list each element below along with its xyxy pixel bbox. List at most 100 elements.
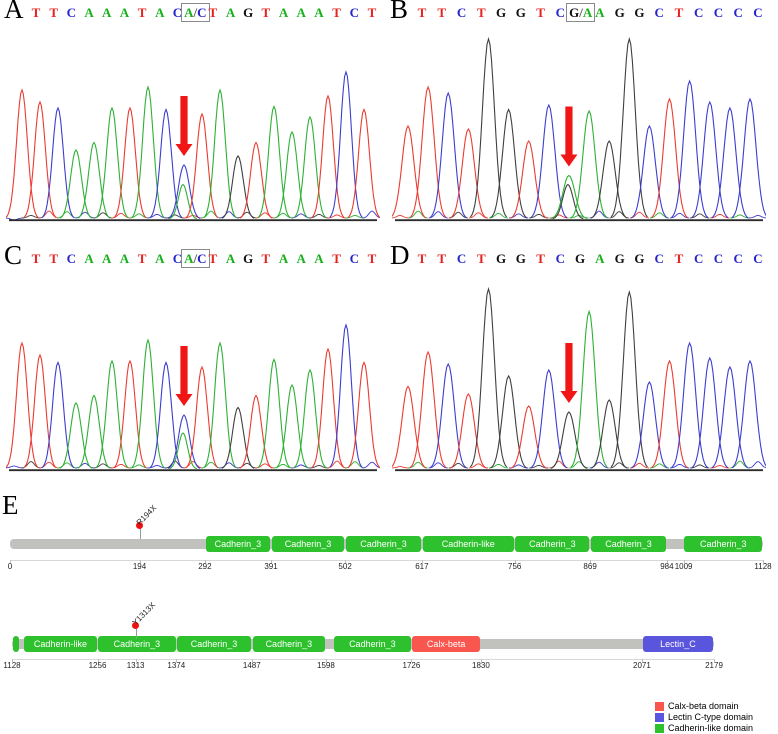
domain-Cadherin_3: Cadherin_3 — [205, 536, 271, 552]
axis-tick — [714, 659, 715, 662]
sequence-row: T T C A A A T A C A/C T A G T A A A T C T — [6, 2, 384, 24]
peak-T — [23, 100, 57, 219]
axis-tick — [135, 659, 137, 662]
peak-secondary-A — [169, 183, 197, 220]
sequence-letter: T — [332, 251, 341, 266]
peak-G — [490, 108, 528, 219]
sequence-letter: C — [694, 5, 704, 20]
sequence-letter: A — [155, 5, 165, 20]
axis-tick — [345, 560, 347, 563]
sequence-letter: C — [753, 5, 763, 20]
peak-C — [167, 164, 201, 219]
peak-C — [731, 359, 766, 469]
sequence-letter: T — [31, 251, 41, 266]
sequence-letter: A — [102, 251, 112, 266]
panel-E-label: E — [2, 490, 19, 520]
axis-tick — [176, 659, 178, 662]
axis-tick — [480, 659, 482, 662]
sequence-letter: A — [155, 251, 165, 266]
sequence-letter: G — [614, 251, 625, 266]
chromatogram-trace — [392, 36, 766, 222]
peak-T — [311, 94, 345, 218]
het-base-2: C — [197, 251, 207, 266]
sequence-letter: T — [137, 251, 147, 266]
peak-G — [590, 399, 628, 469]
axis-tick-label: 869 — [583, 562, 597, 571]
baseline-noise — [237, 462, 257, 469]
peak-T — [347, 361, 380, 469]
baseline-noise — [362, 210, 380, 219]
peak-T — [23, 353, 57, 469]
axis-tick-label: 1830 — [471, 661, 490, 670]
peak-T — [239, 141, 273, 219]
sequence-letter: G — [515, 5, 526, 20]
baseline-noise — [428, 462, 448, 469]
baseline-noise — [75, 211, 95, 219]
legend-swatch-cadherin — [655, 724, 664, 733]
sequence-letter: A — [84, 251, 94, 266]
peak-T — [651, 97, 688, 219]
position-axis — [12, 659, 714, 660]
sequence-letter: C — [66, 5, 77, 20]
peak-G — [610, 36, 648, 218]
domain-Cadherin_3: Cadherin_3 — [515, 536, 590, 552]
het-slash: / — [579, 5, 583, 20]
baseline-noise — [428, 211, 448, 219]
chromatogram-trace — [392, 286, 766, 472]
peak-T — [651, 359, 688, 469]
peak-secondary-A — [169, 432, 197, 470]
axis-tick-label: 756 — [508, 562, 522, 571]
mutation-arrow — [175, 346, 193, 406]
baseline-noise — [392, 215, 410, 219]
peak-C — [329, 323, 363, 468]
axis-tick-label: 2179 — [705, 661, 723, 670]
peak-G — [610, 289, 648, 468]
sequence-letter: A — [102, 5, 112, 20]
domain-Cadherin_3: Cadherin_3 — [684, 536, 763, 552]
axis-tick-label: 1313 — [126, 661, 145, 670]
baseline-noise — [748, 461, 766, 469]
axis-tick — [251, 659, 253, 662]
baseline-noise — [690, 213, 710, 219]
peak-T — [449, 127, 487, 219]
axis-tick — [411, 659, 413, 662]
peak-A — [275, 130, 309, 219]
peak-T — [510, 139, 548, 219]
peak-T — [113, 106, 147, 219]
axis-tick — [683, 560, 685, 563]
peak-C — [691, 356, 729, 469]
peak-C — [671, 341, 709, 469]
heterozygous-base-box: A/C — [181, 3, 210, 22]
sequence-letter: C — [456, 5, 467, 20]
axis-tick-label: 502 — [338, 562, 352, 571]
peak-A — [550, 174, 588, 220]
chromatogram-trace — [6, 323, 380, 472]
axis-tick-label: 2071 — [632, 661, 651, 670]
baseline-noise — [670, 212, 690, 219]
sequence-letter: G — [243, 251, 254, 266]
peak-T — [6, 88, 39, 218]
peak-T — [409, 85, 447, 218]
domain-Cadherin_3: Cadherin_3 — [177, 636, 252, 652]
sequence-letter: T — [437, 251, 447, 266]
peak-A — [77, 141, 111, 219]
axis-tick-label: 984 — [660, 562, 674, 571]
axis-tick-label: 1128 — [3, 661, 21, 670]
panel-C: C T T C A A A T A C A/C T A G T A A A T C T — [4, 240, 386, 488]
sequence-row: T T C T G G T C G/A A G G C T C C C C — [392, 2, 770, 24]
peak-C — [671, 79, 709, 218]
sequence-letter: A — [278, 251, 289, 266]
heterozygous-base-box: A/C — [181, 249, 210, 268]
sequence-letter: T — [332, 5, 341, 20]
axis-tick-label: 1256 — [88, 661, 107, 670]
sequence-letter: T — [261, 5, 271, 20]
sequence-letter: T — [367, 5, 377, 20]
sequence-letter: G — [243, 5, 254, 20]
peak-A — [257, 358, 291, 469]
peak-G — [221, 155, 255, 219]
peak-A — [257, 105, 291, 219]
peak-A — [59, 402, 93, 469]
baseline-noise — [730, 214, 750, 219]
sequence-letter: C — [733, 5, 743, 20]
peak-G — [590, 139, 628, 219]
